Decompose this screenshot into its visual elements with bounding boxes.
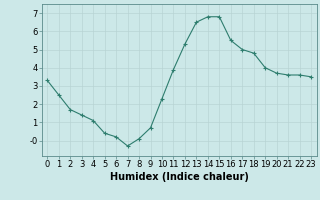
X-axis label: Humidex (Indice chaleur): Humidex (Indice chaleur) bbox=[110, 172, 249, 182]
